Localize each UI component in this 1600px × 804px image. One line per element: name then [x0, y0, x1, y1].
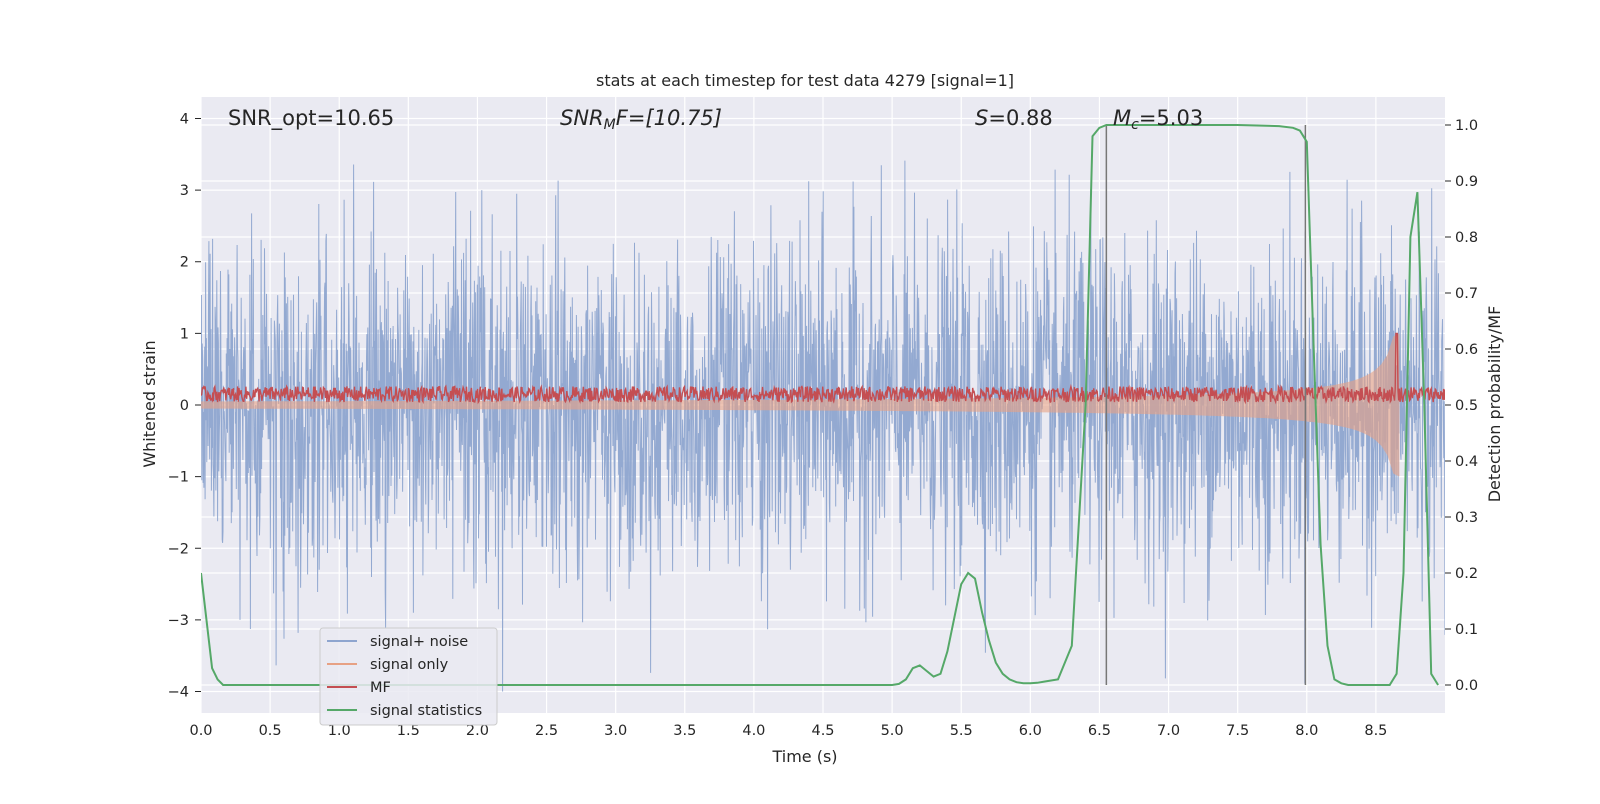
s-symbol: S — [975, 106, 988, 130]
x-tick-label: 2.5 — [535, 723, 558, 739]
mc-symbol: M — [1113, 106, 1131, 130]
legend-label: signal statistics — [370, 703, 482, 719]
y-axis-label-right: Detection probability/MF — [1485, 306, 1504, 503]
x-tick-label: 7.0 — [1157, 723, 1180, 739]
snr-mf-sub: M — [604, 117, 616, 133]
x-tick-label: 3.5 — [673, 723, 696, 739]
chart-title: stats at each timestep for test data 427… — [596, 71, 1014, 90]
y-tick-label: −4 — [168, 685, 189, 701]
x-tick-label: 2.0 — [466, 723, 489, 739]
mc-sub: c — [1131, 117, 1139, 133]
y-right-tick-label: 0.1 — [1455, 622, 1478, 638]
y-tick-label: 4 — [180, 111, 189, 127]
y-axis-label: Whitened strain — [140, 340, 159, 467]
y-right-tick-label: 1.0 — [1455, 118, 1478, 134]
legend-label: MF — [370, 680, 391, 696]
x-tick-label: 0.0 — [189, 723, 212, 739]
x-tick-label: 1.5 — [397, 723, 420, 739]
snr-mf-rest: F=[10.75] — [616, 106, 722, 130]
x-tick-label: 3.0 — [604, 723, 627, 739]
series-signal-only — [201, 333, 1400, 477]
y-tick-label: −1 — [168, 470, 189, 486]
y-right-tick-label: 0.5 — [1455, 398, 1478, 414]
legend-label: signal only — [370, 657, 449, 673]
series-signal-statistics — [201, 124, 1439, 686]
y-tick-label: −3 — [168, 613, 189, 629]
x-axis-label: Time (s) — [771, 747, 837, 766]
series-mf — [201, 332, 1445, 405]
annotation-snr-opt: SNR_opt=10.65 — [228, 106, 394, 131]
y-right-tick-label: 0.4 — [1455, 454, 1478, 470]
s-value: =0.88 — [988, 106, 1052, 130]
y-tick-label: −2 — [168, 541, 189, 557]
x-tick-label: 8.0 — [1295, 723, 1318, 739]
y-right-tick-label: 0.8 — [1455, 230, 1478, 246]
x-tick-label: 8.5 — [1364, 723, 1387, 739]
series-signal-noise — [201, 160, 1445, 692]
legend-box — [319, 627, 498, 726]
y-right-tick-label: 0.2 — [1455, 566, 1478, 582]
snr-mf-base: SNR — [560, 106, 604, 130]
y-tick-label: 1 — [180, 326, 189, 342]
y-tick-label: 0 — [180, 398, 189, 414]
x-tick-label: 6.5 — [1088, 723, 1111, 739]
legend-label: signal+ noise — [370, 634, 468, 650]
x-tick-label: 5.5 — [950, 723, 973, 739]
annotation-snr-mf: SNRMF=[10.75] — [560, 106, 722, 133]
x-tick-label: 0.5 — [259, 723, 282, 739]
x-tick-label: 7.5 — [1226, 723, 1249, 739]
mc-value: =5.03 — [1139, 106, 1203, 130]
tick-labels: 0.0 0.5 1.0 1.5 2.0 2.5 3.0 3.5 4.0 4.5 5.0 5.5 6.0 6… — [168, 111, 1478, 739]
x-tick-label: 4.0 — [742, 723, 765, 739]
y-right-tick-label: 0.6 — [1455, 342, 1478, 358]
y-tick-label: 2 — [180, 255, 189, 271]
x-tick-label: 6.0 — [1019, 723, 1042, 739]
data-layer — [201, 124, 1445, 692]
legend: signal+ noise signal only MF signal statist… — [319, 627, 498, 726]
annotation-mc: Mc=5.03 — [1113, 106, 1203, 133]
x-tick-label: 5.0 — [881, 723, 904, 739]
x-tick-label: 1.0 — [328, 723, 351, 739]
y-tick-label: 3 — [180, 183, 189, 199]
annotation-s: S=0.88 — [975, 106, 1053, 130]
y-right-tick-label: 0.7 — [1455, 286, 1478, 302]
y-right-tick-label: 0.9 — [1455, 174, 1478, 190]
x-tick-label: 4.5 — [811, 723, 834, 739]
y-right-tick-label: 0.3 — [1455, 510, 1478, 526]
y-right-tick-label: 0.0 — [1455, 678, 1478, 694]
